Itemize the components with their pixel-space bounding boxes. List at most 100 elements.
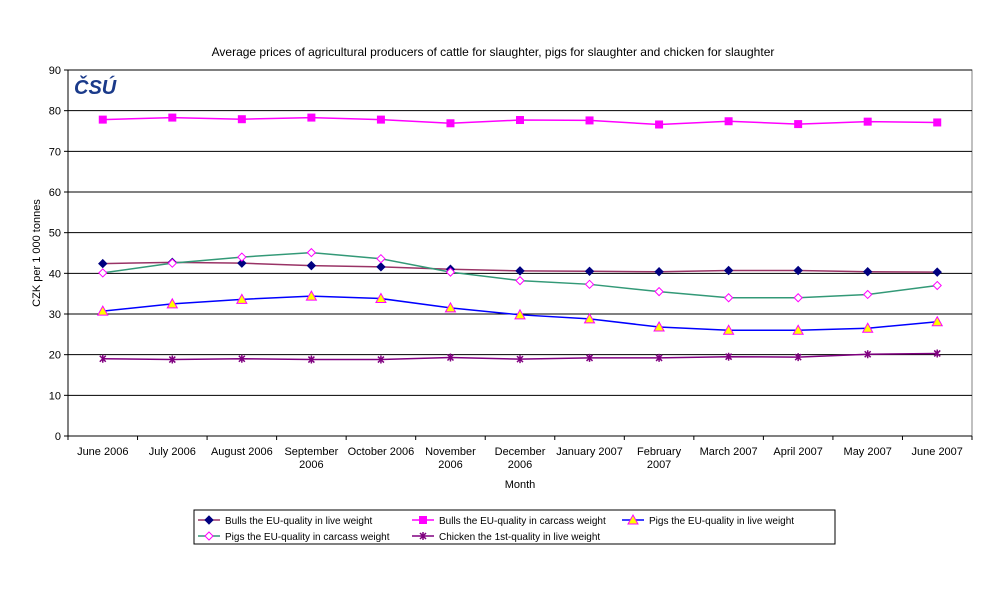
data-point <box>306 260 317 271</box>
data-point <box>419 532 427 540</box>
y-tick-label: 80 <box>49 106 61 118</box>
data-point <box>238 354 246 363</box>
data-point <box>724 117 733 126</box>
data-point <box>446 119 455 128</box>
x-tick-label: September 2006 <box>284 446 338 471</box>
data-point <box>862 289 873 300</box>
legend-label: Pigs the EU-quality in carcass weight <box>225 532 390 543</box>
data-point <box>722 324 735 335</box>
y-tick-label: 50 <box>49 228 61 240</box>
csu-logo: ČSÚ <box>74 75 117 99</box>
data-point <box>862 266 873 277</box>
legend-label: Pigs the EU-quality in live weight <box>649 516 794 527</box>
data-point <box>515 275 525 286</box>
legend-label: Bulls the EU-quality in carcass weight <box>439 516 606 527</box>
data-point <box>168 113 177 122</box>
data-point <box>376 262 386 272</box>
data-point <box>204 531 214 541</box>
data-point <box>376 253 386 264</box>
data-point <box>793 293 803 303</box>
data-point <box>98 258 108 269</box>
data-point <box>307 355 315 364</box>
data-point <box>723 293 734 303</box>
y-tick-label: 30 <box>49 309 61 321</box>
data-point <box>933 349 941 358</box>
y-axis-label: CZK per 1 000 tonnes <box>31 199 43 307</box>
data-point <box>96 305 109 316</box>
legend-item: Bulls the EU-quality in live weight <box>198 515 373 527</box>
y-tick-label: 40 <box>49 268 61 280</box>
data-point <box>305 290 318 301</box>
y-tick-label: 10 <box>49 390 61 402</box>
x-tick-label: December 2006 <box>495 446 546 471</box>
x-tick-label: November 2006 <box>425 446 476 471</box>
legend-label: Bulls the EU-quality in live weight <box>225 516 373 527</box>
data-point <box>166 297 179 309</box>
legend-item: Chicken the 1st-quality in live weight <box>412 532 600 543</box>
data-point <box>376 115 385 124</box>
y-tick-label: 20 <box>49 350 61 362</box>
data-point <box>237 115 246 124</box>
data-point <box>307 113 316 122</box>
x-tick-label: February 2007 <box>637 446 682 471</box>
data-point <box>864 350 872 359</box>
data-point <box>933 118 942 127</box>
data-point <box>235 293 248 304</box>
legend-item: Pigs the EU-quality in carcass weight <box>198 531 390 543</box>
data-point <box>516 116 524 125</box>
x-tick-label: June 2007 <box>912 446 963 458</box>
data-point <box>585 116 594 125</box>
data-point <box>375 292 387 304</box>
legend-item: Pigs the EU-quality in live weight <box>622 513 794 527</box>
data-point <box>514 308 526 320</box>
data-point <box>98 268 108 278</box>
data-point <box>98 115 107 124</box>
data-point <box>99 354 107 363</box>
data-point <box>419 516 427 524</box>
data-point <box>237 252 247 262</box>
x-tick-label: January 2007 <box>556 446 623 458</box>
y-tick-label: 0 <box>55 431 61 443</box>
logo-text: ČSÚ <box>74 75 117 99</box>
x-axis-label: Month <box>505 479 536 491</box>
data-point <box>584 279 595 290</box>
data-point <box>204 515 214 525</box>
data-point <box>932 280 942 291</box>
chart-title: Average prices of agricultural producers… <box>212 45 775 59</box>
data-point <box>168 355 176 364</box>
y-tick-label: 60 <box>49 187 61 199</box>
x-tick-label: April 2007 <box>773 446 823 458</box>
data-point <box>932 267 942 277</box>
legend-item: Bulls the EU-quality in carcass weight <box>412 516 606 527</box>
data-point <box>655 353 663 362</box>
data-point <box>793 265 803 276</box>
series-group <box>98 113 942 129</box>
legend <box>193 509 836 545</box>
data-point <box>516 355 524 364</box>
x-tick-label: March 2007 <box>700 446 758 458</box>
data-point <box>377 355 385 364</box>
x-tick-label: October 2006 <box>348 446 415 458</box>
data-point <box>654 286 664 297</box>
data-point <box>237 258 247 268</box>
x-tick-label: May 2007 <box>844 446 892 458</box>
data-point <box>515 266 525 276</box>
series-group <box>98 247 942 303</box>
data-point <box>863 117 872 126</box>
data-point <box>444 301 457 313</box>
data-point <box>583 312 596 324</box>
legend-label: Chicken the 1st-quality in live weight <box>439 532 600 543</box>
series-group <box>96 290 944 335</box>
data-point <box>446 353 454 362</box>
data-point <box>931 315 944 327</box>
series-group <box>99 349 941 364</box>
data-point <box>445 267 456 277</box>
data-point <box>792 324 805 335</box>
y-tick-label: 90 <box>49 65 61 77</box>
data-point <box>653 320 665 332</box>
x-tick-label: July 2006 <box>149 446 196 458</box>
data-point <box>586 353 594 362</box>
data-point <box>861 322 874 333</box>
